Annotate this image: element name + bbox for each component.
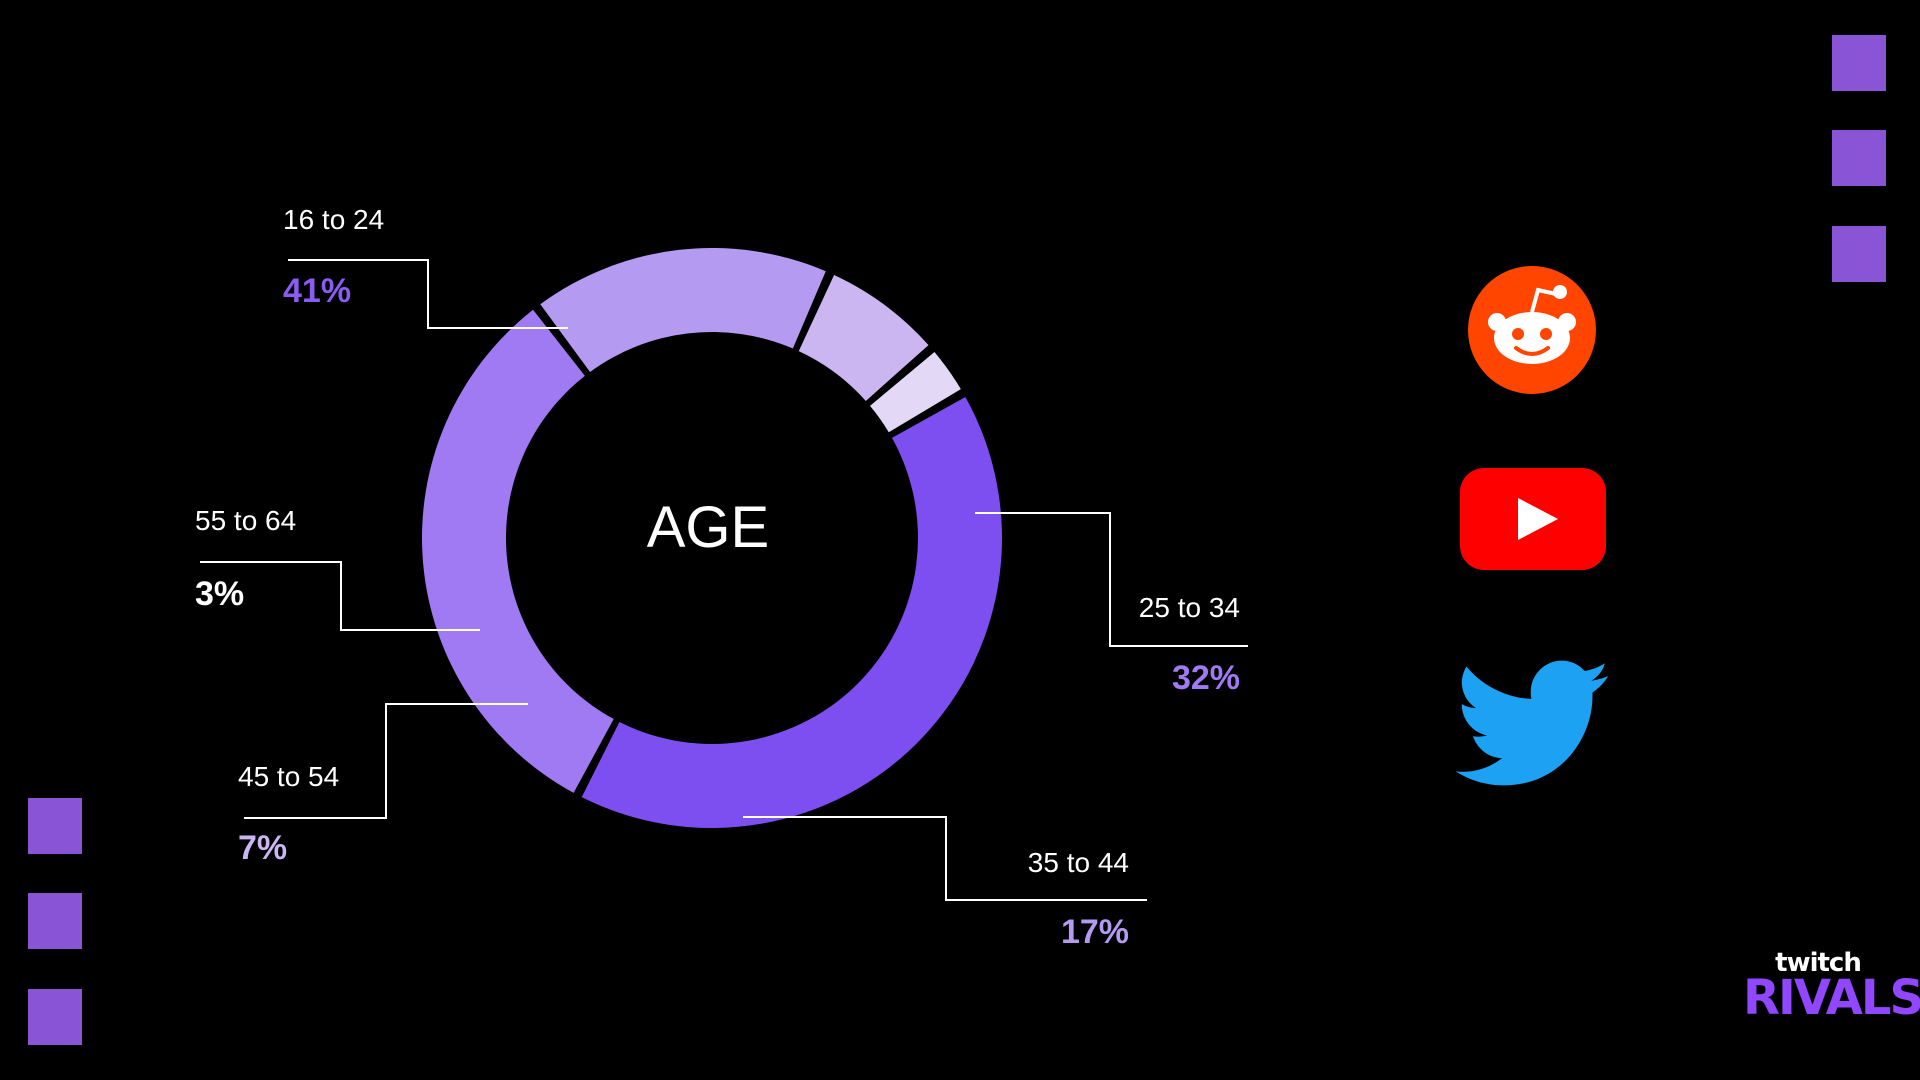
leader-line [975, 512, 1248, 647]
leader-lines [200, 259, 1248, 901]
leader-line [200, 561, 480, 631]
chart-center-label: AGE [647, 495, 770, 560]
logo-top-text: twitch [1775, 948, 1862, 978]
twitch-rivals-logo: twitch RIVALS [1743, 948, 1920, 1026]
youtube-icon [1460, 468, 1606, 570]
leader-line [244, 703, 528, 819]
donut-slice-55-to-64 [870, 351, 961, 433]
donut-slice-35-to-44 [540, 247, 826, 372]
donut-slice-45-to-54 [798, 274, 929, 401]
twitter-icon [1455, 660, 1612, 788]
donut-slices [422, 247, 1002, 828]
category-label: 16 to 24 [283, 204, 384, 235]
decorative-square [28, 893, 82, 949]
category-label: 55 to 64 [195, 505, 296, 536]
category-label: 25 to 34 [1139, 592, 1240, 623]
value-label: 41% [283, 272, 351, 310]
category-label: 35 to 44 [1028, 847, 1129, 878]
value-label: 17% [1061, 913, 1129, 951]
donut-slice-16-to-24 [581, 396, 1002, 828]
decorative-square [1832, 35, 1886, 91]
logo-bottom-text: RIVALS [1743, 970, 1920, 1026]
value-label: 32% [1172, 659, 1240, 697]
leader-line [743, 816, 1147, 901]
reddit-icon [1468, 266, 1596, 394]
donut-slice-25-to-34 [422, 309, 614, 793]
decorative-square [28, 989, 82, 1045]
decorative-square [1832, 130, 1886, 186]
category-label: 45 to 54 [238, 761, 339, 792]
decorative-square [28, 798, 82, 854]
leader-line [288, 259, 568, 329]
value-label: 7% [238, 829, 287, 867]
slice-labels: 16 to 24 41% 25 to 34 32% 35 to 44 17% 45 to 5… [195, 204, 1240, 951]
value-label: 3% [195, 575, 244, 613]
decorative-square [1832, 226, 1886, 282]
